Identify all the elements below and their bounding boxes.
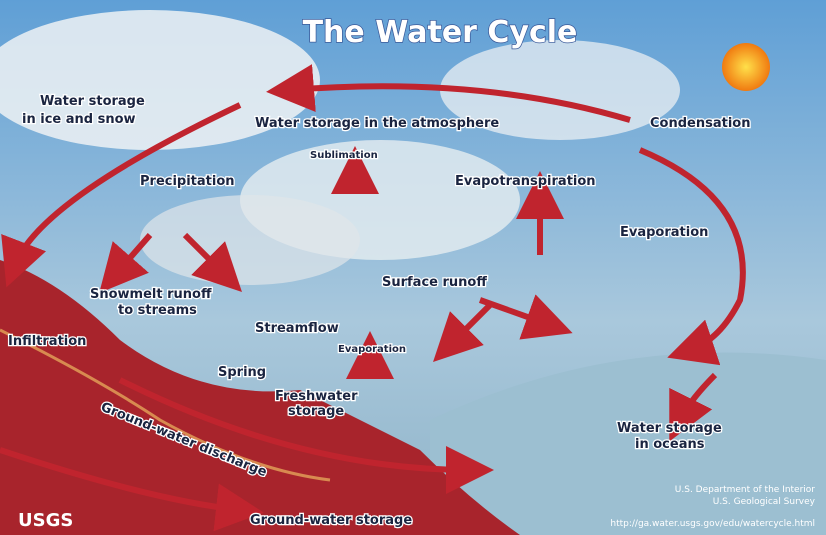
- label: Surface runoff: [382, 275, 487, 290]
- label: to streams: [118, 303, 197, 318]
- label: storage: [288, 404, 344, 419]
- label: Snowmelt runoff: [90, 287, 212, 302]
- url: http://ga.water.usgs.gov/edu/watercycle.…: [610, 519, 815, 529]
- label: Evapotranspiration: [455, 174, 596, 189]
- label: Condensation: [650, 116, 750, 131]
- label: Infiltration: [8, 334, 86, 349]
- label: Precipitation: [140, 174, 235, 189]
- label: Evaporation: [620, 225, 708, 240]
- label: Sublimation: [310, 150, 378, 161]
- credit: U.S. Geological Survey: [713, 497, 816, 507]
- label: Spring: [218, 365, 266, 380]
- label: Evaporation: [338, 344, 406, 355]
- label: Water storage: [40, 94, 145, 109]
- label: Freshwater: [275, 389, 358, 404]
- credit: U.S. Department of the Interior: [675, 485, 816, 495]
- label: Ground-water storage: [250, 513, 412, 528]
- label: Water storage: [617, 421, 722, 436]
- water-cycle-diagram: The Water Cycle Water storage in ice and…: [0, 0, 826, 535]
- logo: USGS: [18, 510, 73, 531]
- label: in ice and snow: [22, 112, 136, 127]
- label: in oceans: [635, 437, 705, 452]
- label: Water storage in the atmosphere: [255, 116, 499, 131]
- label: Streamflow: [255, 321, 339, 336]
- title: The Water Cycle: [303, 15, 578, 50]
